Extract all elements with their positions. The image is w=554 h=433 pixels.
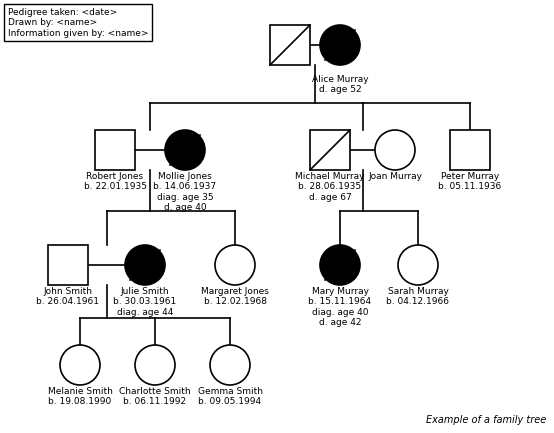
Circle shape — [210, 345, 250, 385]
Text: John Smith
b. 26.04.1961: John Smith b. 26.04.1961 — [37, 287, 100, 307]
Text: Julie Smith
b. 30.03.1961
diag. age 44: Julie Smith b. 30.03.1961 diag. age 44 — [114, 287, 177, 317]
Text: Gemma Smith
b. 09.05.1994: Gemma Smith b. 09.05.1994 — [197, 387, 263, 407]
Circle shape — [135, 345, 175, 385]
Circle shape — [215, 245, 255, 285]
Circle shape — [320, 245, 360, 285]
Circle shape — [320, 25, 360, 65]
Text: Example of a family tree: Example of a family tree — [426, 415, 546, 425]
Bar — [270, 25, 310, 65]
Bar — [48, 245, 88, 285]
Text: Mary Murray
b. 15.11.1964
diag. age 40
d. age 42: Mary Murray b. 15.11.1964 diag. age 40 d… — [309, 287, 372, 327]
Bar — [450, 130, 490, 170]
Text: Sarah Murray
b. 04.12.1966: Sarah Murray b. 04.12.1966 — [387, 287, 449, 307]
Text: Michael Murray
b. 28.06.1935
d. age 67: Michael Murray b. 28.06.1935 d. age 67 — [295, 172, 365, 202]
Bar — [95, 130, 135, 170]
Text: Mollie Jones
b. 14.06.1937
diag. age 35
d. age 40: Mollie Jones b. 14.06.1937 diag. age 35 … — [153, 172, 217, 212]
Circle shape — [60, 345, 100, 385]
Text: Alice Murray
d. age 52: Alice Murray d. age 52 — [312, 75, 368, 94]
Circle shape — [398, 245, 438, 285]
Circle shape — [165, 130, 205, 170]
Text: Melanie Smith
b. 19.08.1990: Melanie Smith b. 19.08.1990 — [48, 387, 112, 407]
Text: Peter Murray
b. 05.11.1936: Peter Murray b. 05.11.1936 — [438, 172, 501, 191]
Text: Charlotte Smith
b. 06.11.1992: Charlotte Smith b. 06.11.1992 — [119, 387, 191, 407]
Circle shape — [125, 245, 165, 285]
Text: Robert Jones
b. 22.01.1935: Robert Jones b. 22.01.1935 — [84, 172, 146, 191]
Text: Pedigree taken: <date>
Drawn by: <name>
Information given by: <name>: Pedigree taken: <date> Drawn by: <name> … — [8, 8, 148, 38]
Circle shape — [375, 130, 415, 170]
Text: Margaret Jones
b. 12.02.1968: Margaret Jones b. 12.02.1968 — [201, 287, 269, 307]
Text: Joan Murray: Joan Murray — [368, 172, 422, 181]
Bar — [310, 130, 350, 170]
